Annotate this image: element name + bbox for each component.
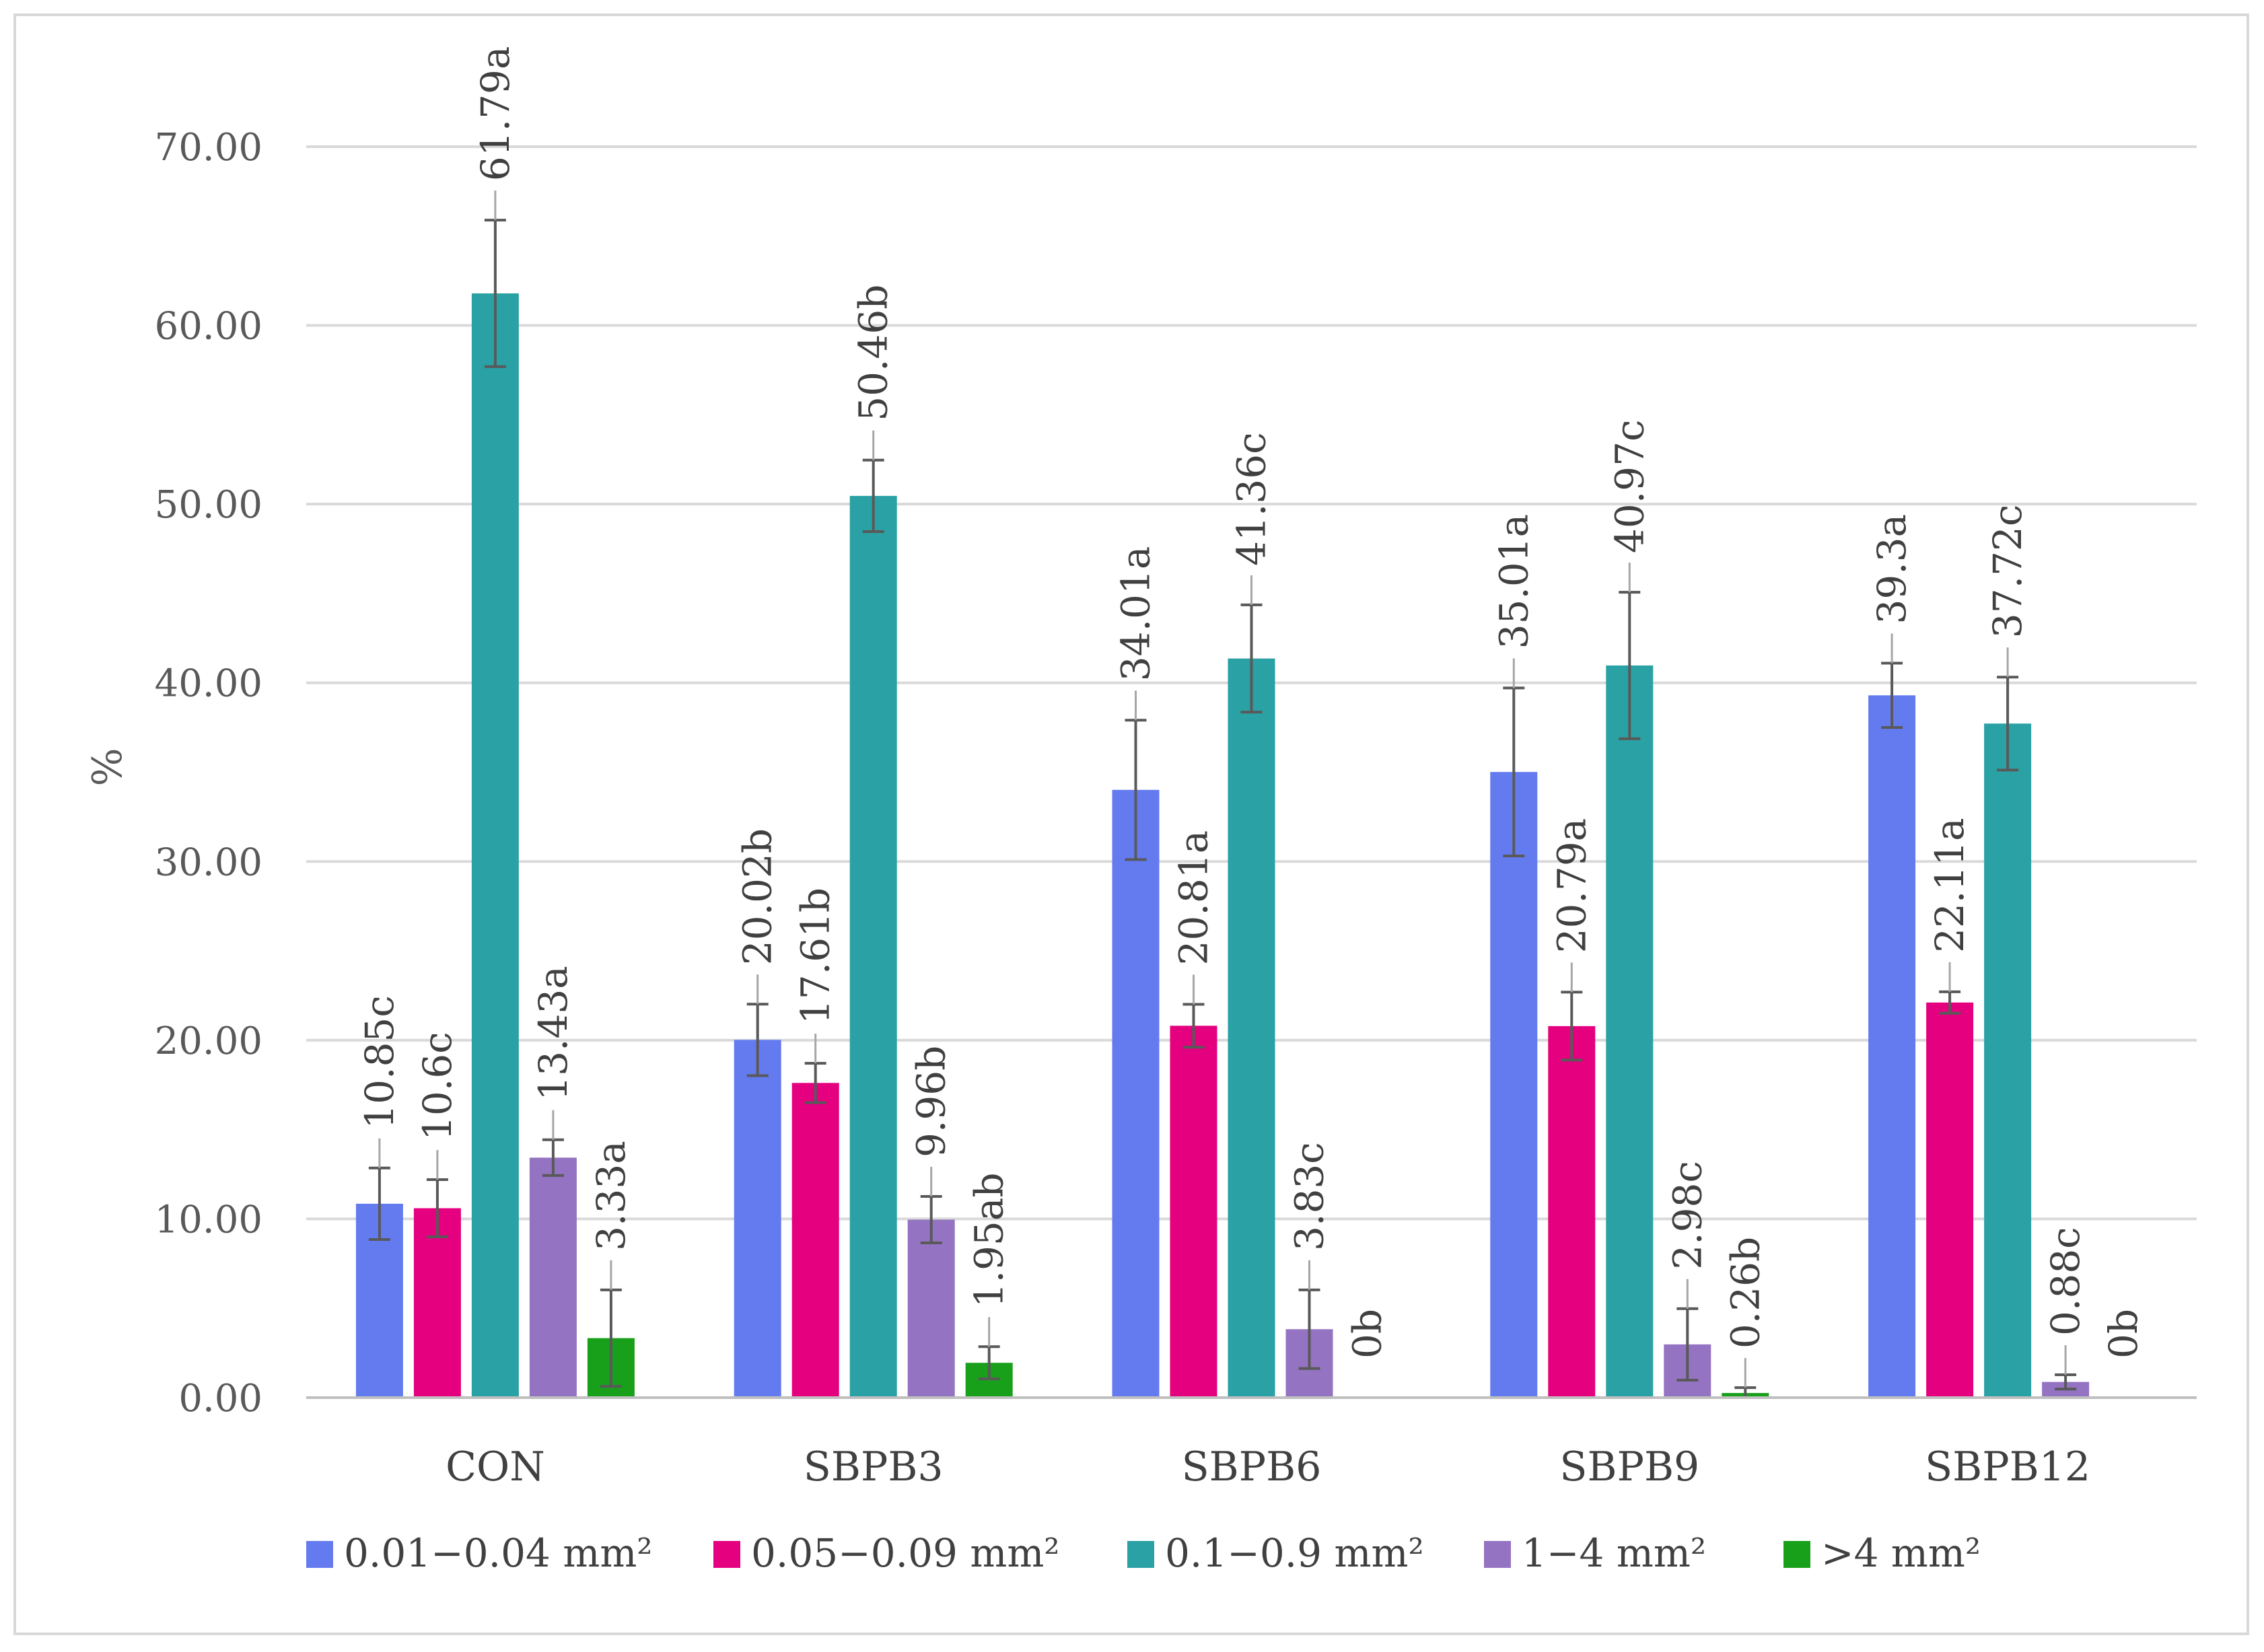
- legend-swatch: [1127, 1541, 1154, 1568]
- bar: [413, 1208, 461, 1398]
- data-label: 10.85c: [357, 995, 402, 1129]
- bar: [1170, 1026, 1217, 1398]
- data-label: 61.79a: [472, 46, 518, 182]
- legend: 0.01−0.04 mm² 0.05−0.09 mm² 0.1−0.9 mm² 1−4…: [306, 1530, 1981, 1576]
- x-category-label: SBPB9: [1559, 1443, 1699, 1491]
- data-label: 2.98c: [1664, 1161, 1710, 1270]
- data-label: 20.02b: [735, 828, 781, 965]
- data-label: 10.6c: [415, 1032, 460, 1141]
- bar: [529, 1157, 577, 1398]
- data-label: 41.36c: [1229, 432, 1275, 566]
- bar: [1984, 723, 2032, 1398]
- data-label: 22.11a: [1927, 818, 1973, 953]
- data-label: 17.61b: [793, 888, 839, 1024]
- bar: [1112, 789, 1160, 1398]
- bar: [1490, 772, 1538, 1398]
- legend-item: 1−4 mm²: [1484, 1530, 1706, 1576]
- data-label: 20.79a: [1549, 818, 1594, 954]
- bar: [734, 1040, 781, 1398]
- data-label: 3.83c: [1287, 1142, 1333, 1251]
- bar: [1228, 658, 1275, 1398]
- x-category-label: CON: [446, 1443, 545, 1491]
- data-label: 35.01a: [1491, 514, 1536, 649]
- bar: [791, 1083, 839, 1398]
- x-category-label: SBPB6: [1182, 1443, 1322, 1491]
- legend-label: 0.01−0.04 mm²: [344, 1530, 653, 1576]
- data-label: 1.95ab: [966, 1172, 1012, 1307]
- legend-swatch: [713, 1541, 740, 1568]
- data-label: 0b: [2100, 1309, 2146, 1359]
- error-bars: [368, 190, 2077, 1399]
- data-label: 34.01a: [1113, 546, 1159, 682]
- legend-swatch: [1484, 1541, 1511, 1568]
- legend-item: 0.01−0.04 mm²: [306, 1530, 653, 1576]
- x-axis-categories: CON SBPB3 SBPB6 SBPB9 SBPB12: [446, 1443, 2090, 1491]
- data-label: 40.97c: [1606, 420, 1652, 554]
- legend-label: 0.1−0.9 mm²: [1165, 1530, 1424, 1576]
- bar: [1926, 1002, 1974, 1398]
- bar: [471, 293, 519, 1398]
- data-label: 3.33a: [588, 1141, 634, 1251]
- legend-label: 0.05−0.09 mm²: [751, 1530, 1060, 1576]
- y-tick-label: 10.00: [155, 1198, 262, 1242]
- bar: [1606, 665, 1654, 1398]
- legend-item: >4 mm²: [1783, 1530, 1981, 1576]
- y-tick-label: 20.00: [155, 1019, 262, 1063]
- legend-swatch: [306, 1541, 333, 1568]
- bar: [1548, 1026, 1596, 1398]
- data-label: 9.96b: [909, 1046, 954, 1157]
- data-label: 0b: [1345, 1309, 1390, 1359]
- data-label: 50.46b: [851, 285, 896, 421]
- y-axis-label: %: [84, 748, 131, 786]
- data-label: 0.26b: [1722, 1237, 1768, 1349]
- bar: [907, 1219, 955, 1398]
- y-tick-label: 60.00: [155, 305, 262, 349]
- legend-item: 0.1−0.9 mm²: [1127, 1530, 1424, 1576]
- y-tick-label: 0.00: [178, 1377, 262, 1421]
- data-label: 39.3a: [1869, 514, 1915, 624]
- legend-swatch: [1783, 1541, 1810, 1568]
- legend-item: 0.05−0.09 mm²: [713, 1530, 1060, 1576]
- bar: [1868, 695, 1916, 1398]
- data-label: 13.43a: [530, 966, 576, 1101]
- bar: [849, 495, 897, 1398]
- y-axis-ticks: 0.00 10.00 20.00 30.00 40.00 50.00 60.00 70.00: [155, 126, 262, 1421]
- y-tick-label: 40.00: [155, 662, 262, 706]
- bars: [355, 293, 2090, 1398]
- y-tick-label: 30.00: [155, 840, 262, 884]
- legend-label: 1−4 mm²: [1522, 1530, 1706, 1576]
- data-label: 37.72c: [1985, 505, 2030, 639]
- data-label: 20.81a: [1171, 830, 1217, 966]
- y-tick-label: 50.00: [155, 483, 262, 527]
- x-category-label: SBPB12: [1925, 1443, 2090, 1491]
- legend-label: >4 mm²: [1821, 1530, 1981, 1576]
- y-tick-label: 70.00: [155, 126, 262, 170]
- data-labels: 10.85c 10.6c 61.79a 13.43a 3.33a 20.02b 17.61b…: [357, 46, 2146, 1359]
- data-label: 0.88c: [2043, 1227, 2088, 1336]
- x-category-label: SBPB3: [804, 1443, 944, 1491]
